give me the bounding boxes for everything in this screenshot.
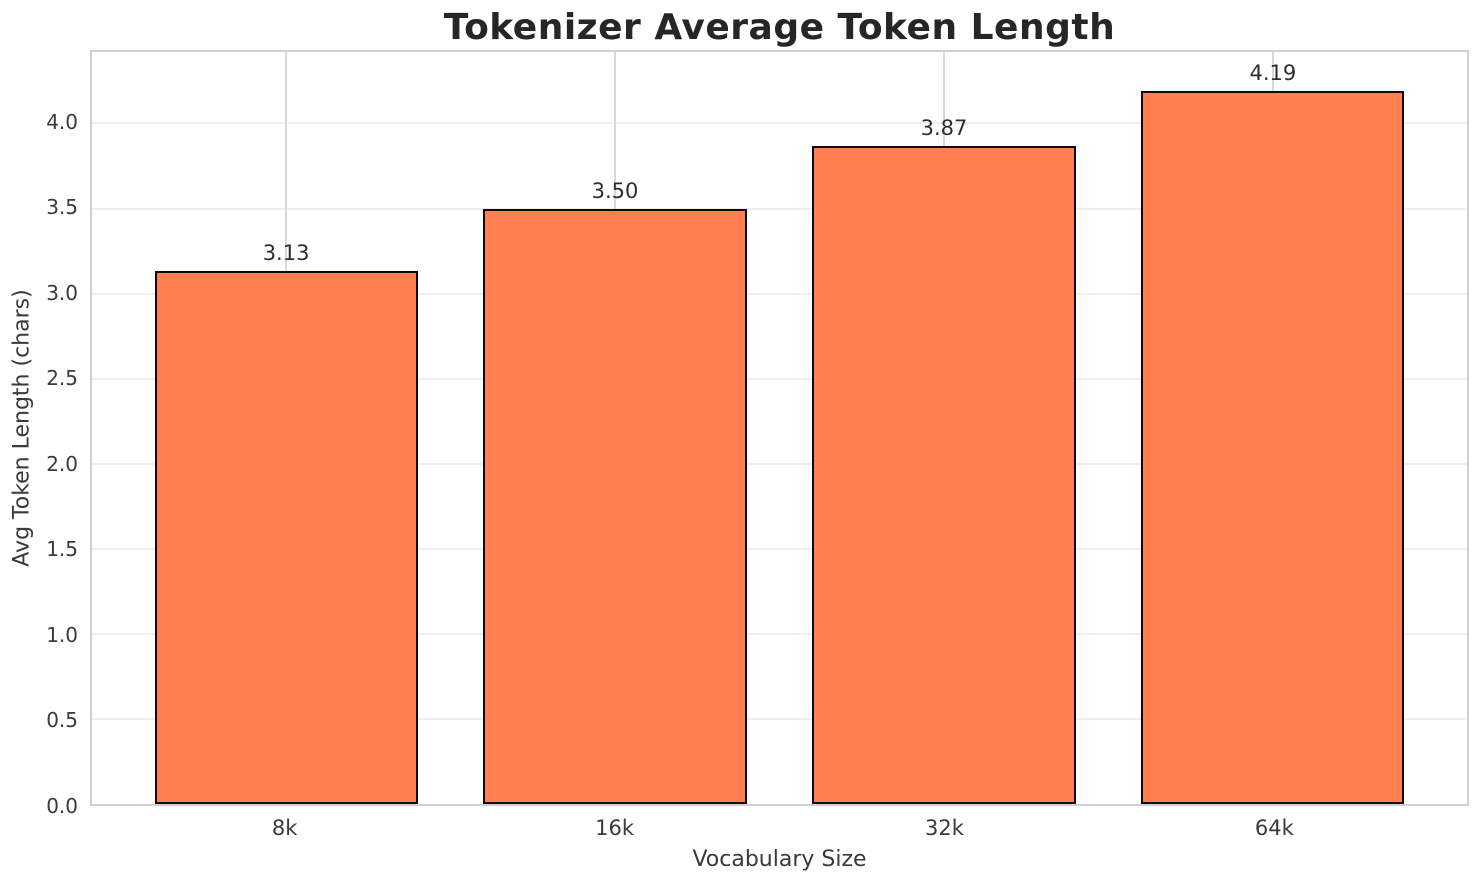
y-tick-label-2.0: 2.0 [46,451,78,476]
gridline-horizontal [92,632,1467,635]
y-axis-label: Avg Token Length (chars) [9,289,35,567]
gridline-horizontal [92,547,1467,550]
x-tick-label-8k: 8k [271,816,298,840]
x-tick-label-32k: 32k [924,816,964,840]
plot-area: 3.13 3.50 3.87 4.19 [90,50,1469,806]
bar-value-label-32k: 3.87 [920,115,968,140]
gridline-horizontal [92,122,1467,125]
gridline-horizontal [92,207,1467,210]
gridline-horizontal [92,377,1467,380]
bar-value-label-16k: 3.50 [591,178,639,203]
bar-8k [154,271,418,804]
x-tick-label-16k: 16k [595,816,634,840]
y-tick-label-3.0: 3.0 [46,280,78,305]
bar-value-label-64k: 4.19 [1249,61,1297,86]
y-tick-label-2.5: 2.5 [46,366,78,391]
gridline-horizontal [92,292,1467,295]
y-tick-label-0.0: 0.0 [46,794,78,818]
x-tick-label-64k: 64k [1254,816,1294,840]
chart-title: Tokenizer Average Token Length [443,7,1116,48]
gridline-horizontal [92,717,1467,720]
y-tick-label-0.5: 0.5 [46,708,78,733]
y-tick-label-1.0: 1.0 [46,622,78,647]
bar-16k [483,208,747,804]
y-tick-label-4.0: 4.0 [46,109,78,134]
bar-value-label-8k: 3.13 [262,241,310,266]
bar-32k [812,145,1076,804]
x-axis-label: Vocabulary Size [692,847,867,872]
bar-64k [1141,91,1405,804]
y-tick-label-3.5: 3.5 [46,195,78,220]
y-tick-label-1.5: 1.5 [46,537,78,562]
gridline-horizontal [92,462,1467,465]
